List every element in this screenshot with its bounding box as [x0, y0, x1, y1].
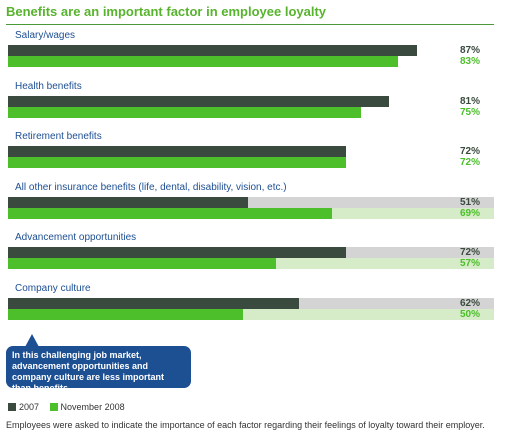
category-label: Retirement benefits: [15, 131, 102, 142]
legend-label-2007: 2007: [19, 402, 40, 412]
bar-2007: [8, 95, 389, 107]
bar-2007: [8, 146, 347, 157]
footnote: Employees were asked to indicate the imp…: [6, 420, 485, 430]
category-label: Company culture: [15, 282, 91, 294]
bar-november-2008: [8, 207, 333, 219]
bar-track-november-2008: [8, 308, 494, 320]
bar-2007: [8, 45, 417, 56]
value-label-november-2008: 75%: [459, 106, 480, 118]
value-label-2007: 72%: [459, 146, 480, 157]
value-label-november-2008: 50%: [459, 308, 480, 320]
callout-box: In this challenging job market, advancem…: [6, 346, 191, 393]
value-label-2007: 81%: [459, 95, 480, 107]
value-label-november-2008: 72%: [459, 157, 480, 168]
value-label-2007: 62%: [459, 297, 480, 309]
category-label: Salary/wages: [15, 30, 76, 41]
bar-2007: [8, 247, 347, 258]
value-label-2007: 51%: [459, 196, 480, 208]
bar-november-2008: [8, 106, 361, 118]
category-label: Advancement opportunities: [15, 232, 137, 243]
bar-november-2008: [8, 56, 399, 67]
legend: 2007 November 2008: [8, 402, 133, 413]
legend-swatch-november-2008: [49, 403, 58, 411]
legend-swatch-2007: [8, 403, 16, 411]
legend-item-november-2008: November 2008: [49, 402, 125, 412]
value-label-november-2008: 69%: [459, 207, 480, 219]
bar-november-2008: [8, 157, 347, 168]
chart-title: Benefits are an important factor in empl…: [6, 4, 327, 19]
legend-label-november-2008: November 2008: [60, 402, 125, 412]
value-label-2007: 72%: [459, 247, 480, 258]
callout-pointer: [25, 334, 39, 347]
value-label-2007: 87%: [459, 45, 480, 56]
value-label-november-2008: 83%: [459, 56, 480, 67]
bar-track-2007: [8, 196, 494, 208]
category-label: Health benefits: [15, 80, 82, 92]
value-label-november-2008: 57%: [459, 258, 480, 269]
bar-2007: [8, 196, 248, 208]
bar-november-2008: [8, 258, 276, 269]
category-label: All other insurance benefits (life, dent…: [15, 181, 287, 193]
title-rule: [6, 24, 494, 25]
bar-chart: Salary/wages 87% 83% Health benefits 81% 75% R…: [8, 30, 494, 320]
legend-item-2007: 2007: [8, 402, 39, 412]
bar-november-2008: [8, 308, 243, 320]
bar-2007: [8, 297, 300, 309]
